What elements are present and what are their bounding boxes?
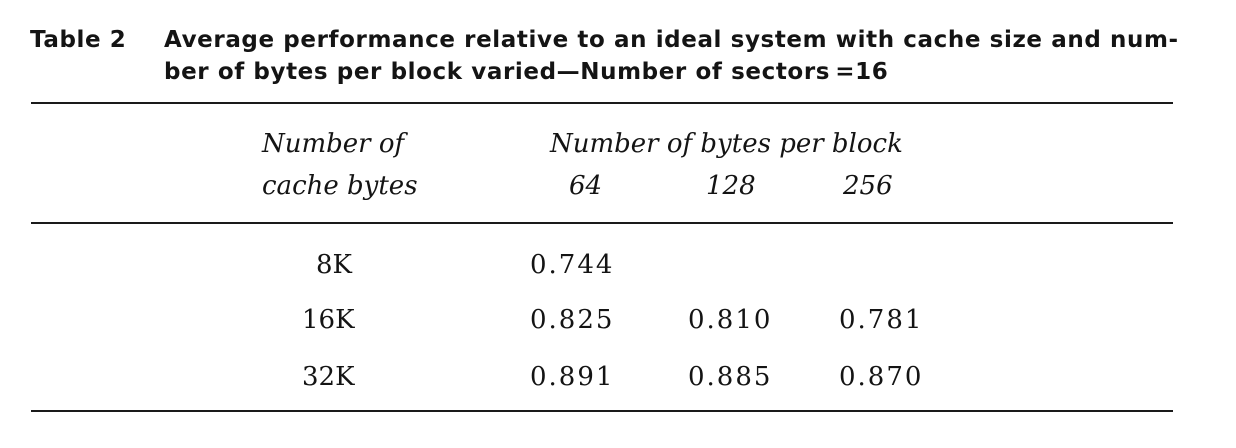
cell-16k-64: 0.825 xyxy=(530,305,615,335)
column-header-128: 128 xyxy=(706,171,756,201)
cell-8k-64: 0.744 xyxy=(530,250,615,280)
caption-line-1: Average performance relative to an ideal… xyxy=(164,27,1179,53)
column-header-256: 256 xyxy=(843,171,893,201)
column-group-header: Number of bytes per block xyxy=(550,129,903,159)
row-header-line-2: cache bytes xyxy=(262,171,418,201)
cell-32k-128: 0.885 xyxy=(688,362,773,392)
header-rule xyxy=(31,222,1173,224)
row-header-line-1: Number of xyxy=(262,129,405,159)
cell-32k-256: 0.870 xyxy=(839,362,924,392)
cell-16k-256: 0.781 xyxy=(839,305,924,335)
table-label: Table 2 xyxy=(30,27,127,53)
row-label-8k: 8K xyxy=(316,250,352,280)
column-header-64: 64 xyxy=(569,171,603,201)
row-label-16k: 16K xyxy=(302,305,355,335)
cell-16k-128: 0.810 xyxy=(688,305,773,335)
caption-line-2: ber of bytes per block varied—Number of … xyxy=(164,59,889,85)
row-label-32k: 32K xyxy=(302,362,355,392)
caption-text: Average performance relative to an ideal… xyxy=(164,24,1184,88)
top-rule xyxy=(31,102,1173,104)
cell-32k-64: 0.891 xyxy=(530,362,615,392)
bottom-rule xyxy=(31,410,1173,412)
